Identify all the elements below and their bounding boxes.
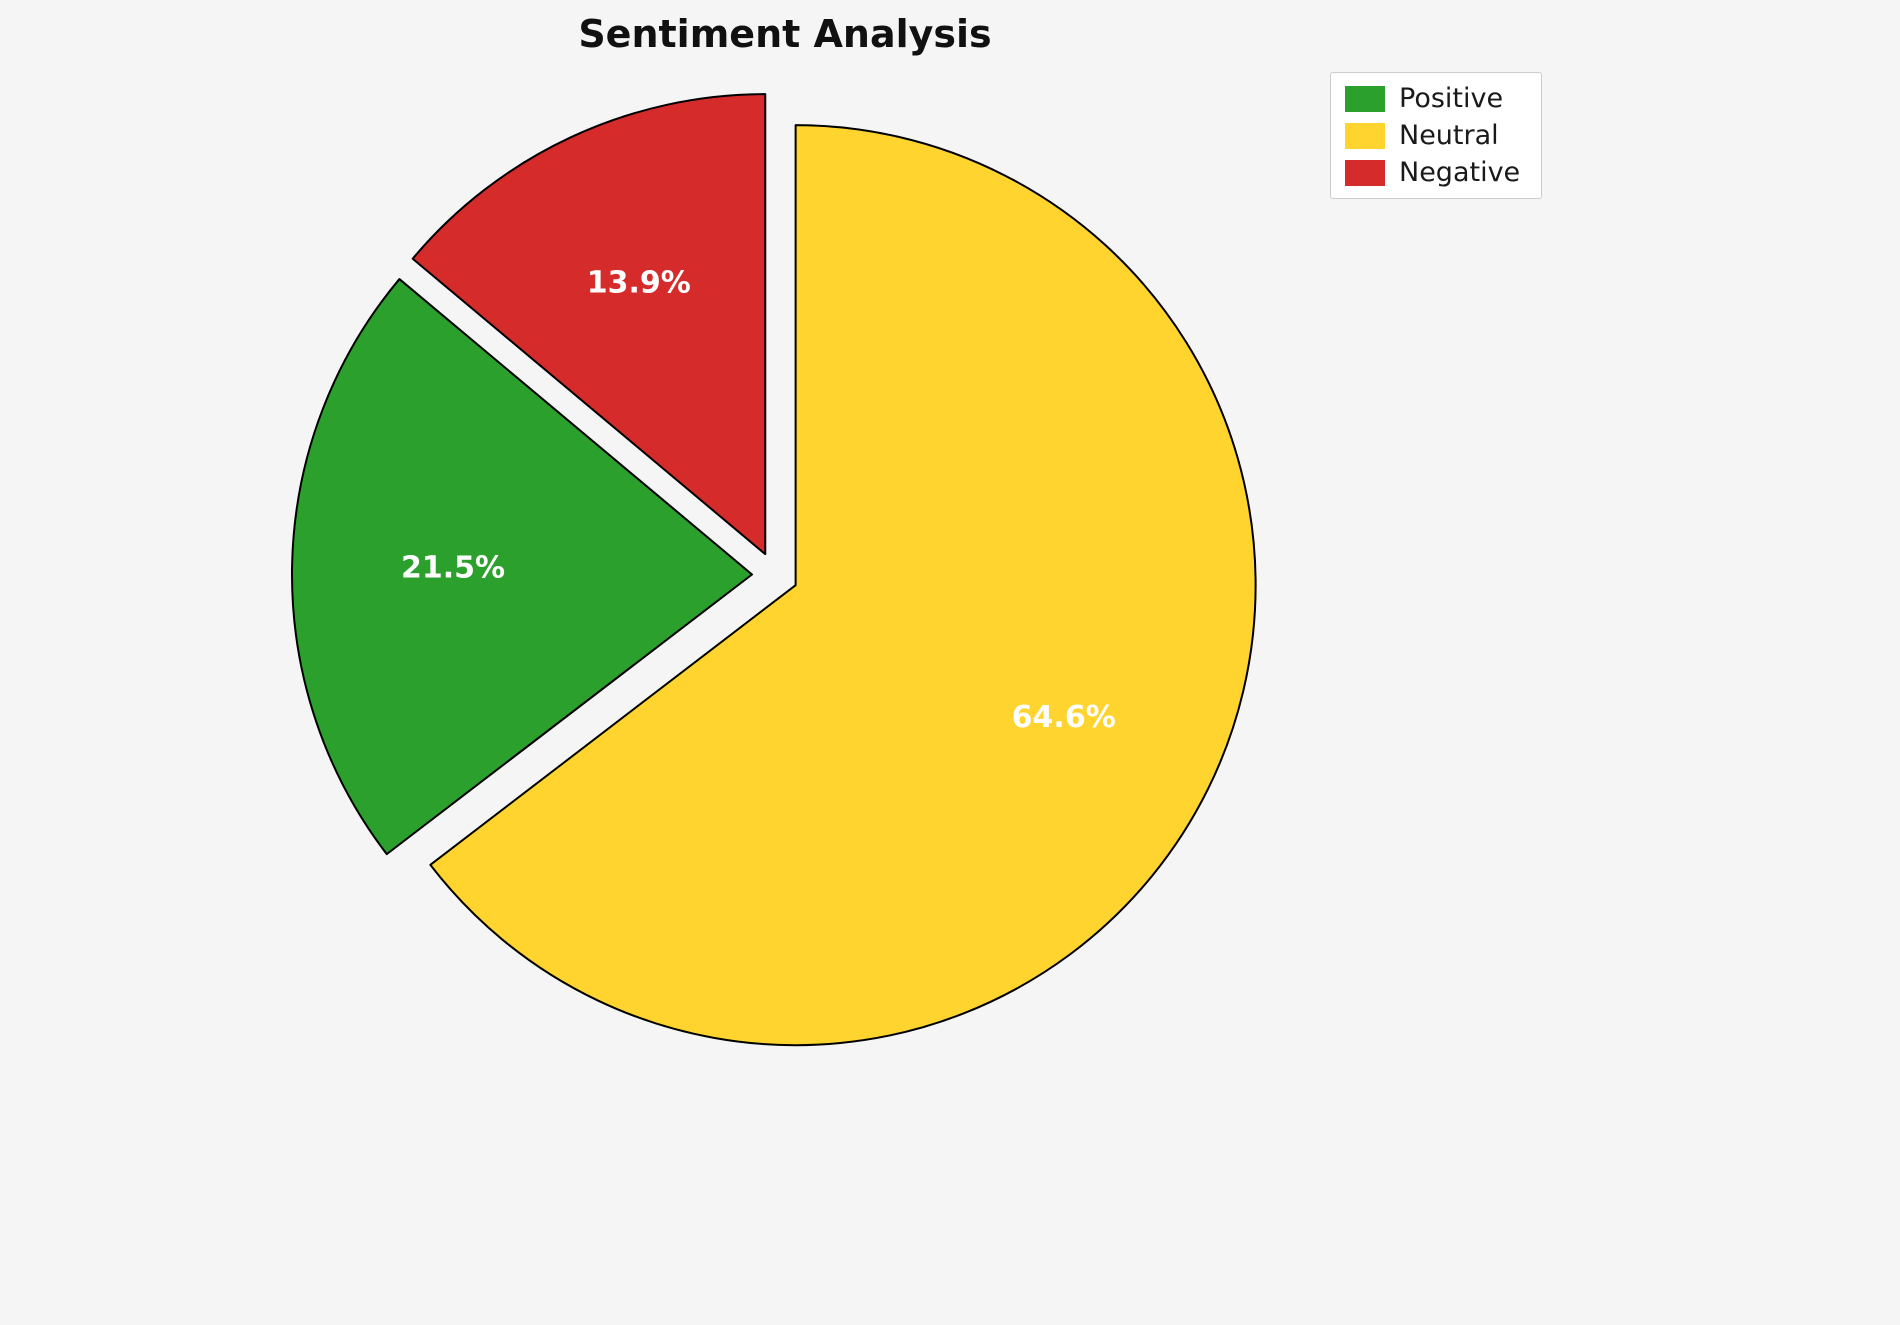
pie-slice-neutral xyxy=(429,124,1257,1047)
pie-value-label-positive: 21.5% xyxy=(401,550,505,585)
pie-value-label-negative: 13.9% xyxy=(587,266,691,301)
legend-item-neutral: Neutral xyxy=(1345,122,1527,149)
legend-swatch-positive xyxy=(1345,85,1385,112)
legend-item-positive: Positive xyxy=(1345,85,1527,112)
pie-slice-positive xyxy=(291,278,754,856)
legend-label-neutral: Neutral xyxy=(1399,120,1499,151)
legend-item-negative: Negative xyxy=(1345,159,1527,186)
legend-label-negative: Negative xyxy=(1399,157,1521,188)
legend-swatch-neutral xyxy=(1345,122,1385,149)
chart-title: Sentiment Analysis xyxy=(578,12,992,56)
chart-legend: Positive Neutral Negative xyxy=(1330,72,1542,199)
legend-label-positive: Positive xyxy=(1399,83,1504,114)
legend-swatch-negative xyxy=(1345,159,1385,186)
pie-slice-negative xyxy=(411,93,767,556)
pie-value-label-neutral: 64.6% xyxy=(1012,700,1116,735)
